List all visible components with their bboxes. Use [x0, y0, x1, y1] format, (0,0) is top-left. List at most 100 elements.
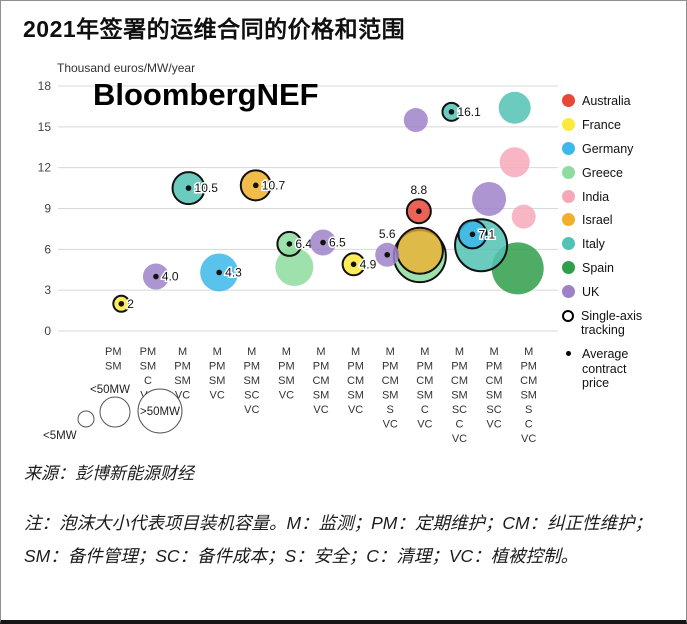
- x-category-label: PM: [140, 346, 157, 358]
- x-category-label: PM: [105, 346, 122, 358]
- bubble-value-label: 8.8: [411, 183, 428, 197]
- x-category-label: SM: [140, 361, 157, 373]
- legend-swatch-australia: [562, 94, 575, 107]
- x-category-label: PM: [382, 361, 399, 373]
- x-category-label: CM: [486, 375, 503, 387]
- bubble-value-label: 7.1: [478, 227, 495, 241]
- x-category-label: SM: [382, 390, 399, 402]
- size-legend-label: <5MW: [43, 430, 77, 442]
- bubble-value-label: 6.4: [295, 237, 312, 251]
- footnote-text: 注：泡沫大小代表项目装机容量。M：监测；PM：定期维护；CM：纠正性维护；SM：…: [24, 513, 653, 567]
- size-legend-circle-medium: [99, 396, 131, 428]
- legend-label: Germany: [582, 141, 634, 156]
- average-price-dot: [118, 300, 125, 307]
- x-category-label: CM: [347, 375, 364, 387]
- x-category-label: VC: [244, 404, 259, 416]
- x-category-label: PM: [313, 361, 330, 373]
- x-category-label: VC: [486, 419, 501, 431]
- bubble-greece: [275, 248, 314, 287]
- average-price-dot: [216, 269, 222, 276]
- x-category-label: SM: [105, 361, 122, 373]
- legend-item-greece: Greece: [562, 165, 686, 180]
- x-category-label: PM: [486, 361, 503, 373]
- x-category-label: M: [524, 346, 533, 358]
- size-legend-circle-large: [137, 388, 183, 434]
- y-tick-label: 12: [38, 161, 52, 175]
- legend-item-australia: Australia: [562, 94, 686, 108]
- average-price-dot: [416, 208, 422, 215]
- legend-swatch-france: [562, 117, 575, 131]
- average-price-dot: [384, 251, 391, 258]
- bubble-india: [499, 147, 530, 178]
- x-category-label: M: [316, 346, 325, 358]
- x-category-label: SM: [244, 375, 261, 387]
- x-category-label: C: [525, 419, 533, 431]
- x-category-label: VC: [175, 390, 190, 402]
- x-category-label: PM: [278, 361, 295, 373]
- legend-item-india: India: [562, 189, 686, 204]
- legend-swatch-germany: [562, 141, 575, 155]
- legend-item-average-contract-price: Average contract price: [562, 347, 686, 390]
- bubble-value-label: 4.0: [162, 270, 179, 284]
- x-category-label: PM: [347, 361, 364, 373]
- x-category-label: SM: [417, 390, 434, 402]
- average-price-dot: [469, 231, 476, 238]
- x-category-label: CM: [416, 375, 433, 387]
- x-category-label: SM: [347, 390, 364, 402]
- x-category-label: SM: [520, 390, 537, 402]
- x-category-label: PM: [244, 361, 261, 373]
- y-tick-label: 9: [44, 202, 51, 216]
- x-category-label: PM: [451, 361, 468, 373]
- bubble-value-label: 16.1: [457, 105, 481, 119]
- legend-label: France: [582, 117, 621, 132]
- legend-item-spain: Spain: [562, 261, 686, 275]
- x-category-label: VC: [210, 390, 225, 402]
- legend-label: Australia: [582, 94, 631, 108]
- x-category-label: SM: [278, 375, 295, 387]
- x-category-label: M: [420, 346, 429, 358]
- legend-label: Greece: [582, 165, 623, 180]
- size-legend-label: <50MW: [90, 384, 130, 396]
- legend-item-italy: Italy: [562, 237, 686, 251]
- legend-label: UK: [582, 285, 600, 299]
- bubble-value-label: 5.6: [379, 227, 396, 241]
- legend-item-uk: UK: [562, 285, 686, 299]
- x-category-label: VC: [313, 404, 328, 416]
- x-category-label: SM: [174, 375, 191, 387]
- x-category-label: VC: [383, 419, 398, 431]
- x-category-label: M: [489, 346, 498, 358]
- bubble-italy: [498, 91, 531, 124]
- legend-label: Italy: [582, 237, 605, 252]
- size-legend-label: >50MW: [140, 406, 180, 418]
- legend-label: Single-axis tracking: [581, 308, 643, 338]
- x-category-label: SM: [486, 390, 503, 402]
- x-category-label: M: [247, 346, 256, 358]
- legend-label: India: [582, 189, 610, 204]
- average-price-dot: [448, 109, 455, 115]
- legend-item-single-axis-tracking: Single-axis tracking: [562, 309, 686, 338]
- y-tick-label: 0: [44, 324, 51, 338]
- y-tick-label: 3: [44, 283, 51, 297]
- y-axis-label: Thousand euros/MW/year: [57, 61, 196, 75]
- y-tick-label: 6: [44, 242, 51, 256]
- source-text: 来源：彭博新能源财经: [24, 464, 194, 483]
- x-category-label: PM: [520, 361, 537, 373]
- legend-item-france: France: [562, 117, 686, 132]
- bubble-value-label: 10.7: [262, 178, 286, 192]
- x-category-label: M: [351, 346, 360, 358]
- x-category-label: SC: [244, 390, 259, 402]
- bubble-israel: [395, 226, 444, 275]
- y-tick-label: 18: [38, 79, 52, 93]
- average-price-dot: [153, 273, 159, 280]
- x-category-label: PM: [209, 361, 226, 373]
- legend-swatch-italy: [562, 237, 575, 251]
- x-category-label: VC: [279, 390, 294, 402]
- x-category-label: PM: [174, 361, 191, 373]
- legend-item-israel: Israel: [562, 213, 686, 227]
- legend-swatch-india: [562, 189, 575, 203]
- legend-label: Israel: [582, 213, 613, 228]
- average-price-dot: [286, 241, 293, 247]
- bubble-value-label: 2: [127, 297, 134, 311]
- x-category-label: M: [178, 346, 187, 358]
